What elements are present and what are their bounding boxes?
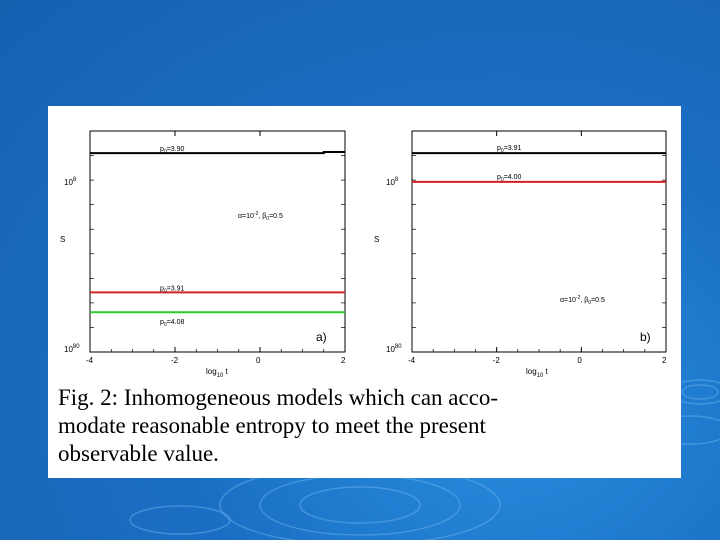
parameter-annotation: α=10-2, β0=0.5 — [560, 295, 605, 306]
series-label: p0=4.08 — [160, 319, 185, 328]
plot-frame — [411, 130, 667, 353]
x-axis-label: log10 t — [526, 367, 548, 379]
xtick-label: -2 — [493, 356, 501, 365]
plot-frame — [89, 130, 346, 353]
xtick-label: -2 — [171, 356, 179, 365]
series-line — [90, 150, 345, 155]
series-label: p0=3.91 — [160, 285, 185, 294]
caption-line: modate reasonable entropy to meet the pr… — [58, 413, 486, 438]
ytick-label: 1080 — [386, 344, 402, 354]
xtick-label: 2 — [341, 356, 346, 365]
xtick-label: -4 — [86, 356, 94, 365]
parameter-annotation: α=10-2, β0=0.5 — [238, 211, 283, 222]
panel-label: b) — [640, 330, 651, 344]
ytick-label: 108 — [386, 177, 399, 187]
figure-panel: -4 -2 0 2 p0=3.90 p0=3.91 p0=4.08 108 1080 S … — [48, 106, 681, 478]
caption-line: Fig. 2: Inhomogeneous models which can a… — [58, 385, 499, 410]
series-label: p0=3.91 — [497, 145, 522, 154]
xtick-label: 2 — [662, 356, 667, 365]
xtick-label: -4 — [408, 356, 416, 365]
y-axis-label: S — [374, 235, 379, 244]
series-label: p0=4.00 — [497, 174, 522, 183]
figure-caption: Fig. 2: Inhomogeneous models which can a… — [48, 384, 681, 468]
ytick-label: 1080 — [64, 344, 80, 354]
ytick-label: 108 — [64, 177, 77, 187]
x-axis-label: log10 t — [206, 367, 228, 379]
caption-line: observable value. — [58, 441, 219, 466]
xtick-label: 0 — [256, 356, 261, 365]
panel-label: a) — [316, 330, 327, 344]
xtick-label: 0 — [577, 356, 582, 365]
series-label: p0=3.90 — [160, 146, 185, 155]
y-axis-label: S — [60, 235, 65, 244]
